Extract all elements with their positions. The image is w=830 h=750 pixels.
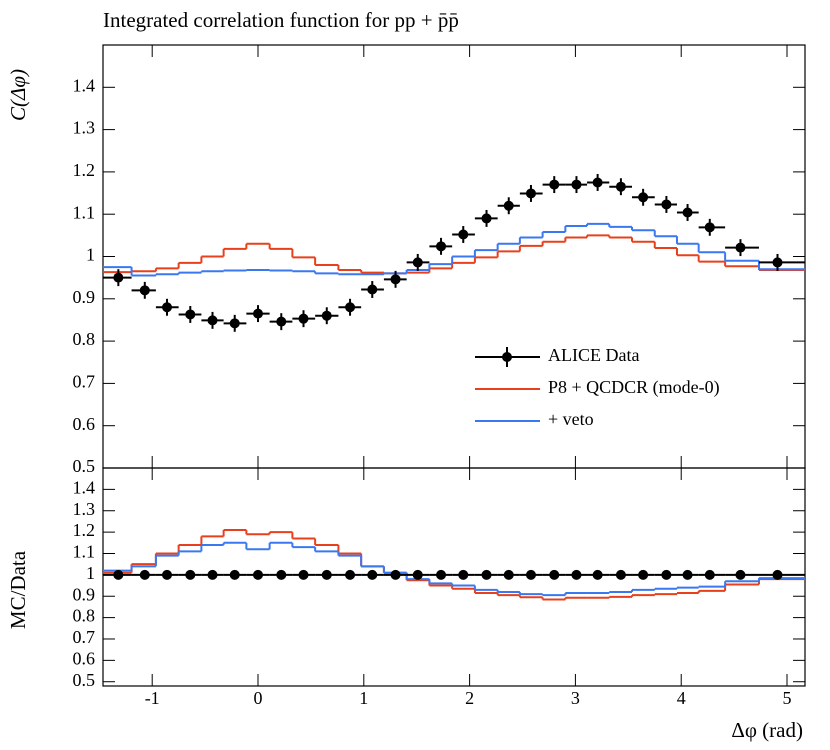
y-tick-label: 1 [86,245,95,265]
data-point [661,569,672,580]
data-point [229,318,240,329]
y-tick-label: 0.6 [73,414,96,434]
data-point [571,569,582,580]
y-tick-label: 1.4 [73,75,96,95]
data-point [704,222,715,233]
data-point [481,213,492,224]
data-point [436,241,447,252]
data-point [481,569,492,580]
data-point [638,569,649,580]
data-point [367,284,378,295]
y-tick-label: 0.7 [73,627,96,647]
ratio-axis-label: MC/Data [6,550,30,629]
data-point [229,569,240,580]
data-point [298,569,309,580]
y-tick-label: 1.2 [73,520,96,540]
data-point [367,569,378,580]
data-point [207,569,218,580]
data-point [458,569,469,580]
data-point [772,257,783,268]
data-point [321,569,332,580]
data-point [162,569,173,580]
data-point [253,308,264,319]
data-point [735,242,746,253]
data-point [390,274,401,285]
x-tick-label: 2 [465,688,474,708]
x-tick-label: 4 [677,688,686,708]
y-tick-label: 1.4 [73,477,96,497]
data-point [298,313,309,324]
data-point [390,569,401,580]
data-point [638,192,649,203]
legend-label: P8 + QCDCR (mode-0) [548,377,720,398]
data-point [139,569,150,580]
x-tick-label: 3 [571,688,580,708]
data-point [661,199,672,210]
data-point [113,569,124,580]
data-point [185,569,196,580]
data-point [276,316,287,327]
data-point [276,569,287,580]
legend-marker [502,352,512,362]
chart-title: Integrated correlation function for pp +… [103,8,459,32]
x-tick-label: 5 [783,688,792,708]
data-point [571,179,582,190]
x-axis-label: Δφ (rad) [731,718,803,742]
data-point [185,309,196,320]
data-point [345,302,356,313]
y-tick-label: 0.7 [73,372,96,392]
y-tick-label: 1 [86,563,95,583]
plot-frame [102,467,806,687]
y-tick-label: 1.2 [73,160,96,180]
data-point [162,302,173,313]
data-point [458,229,469,240]
data-point [253,569,264,580]
data-point [549,179,560,190]
data-point [345,569,356,580]
data-point [615,569,626,580]
y-tick-label: 1.1 [73,542,96,562]
data-point [772,569,783,580]
y-tick-label: 0.8 [73,329,96,349]
data-point [525,569,536,580]
data-point [139,285,150,296]
data-point [592,569,603,580]
data-point [503,569,514,580]
data-point [682,569,693,580]
data-point [704,569,715,580]
legend-label: ALICE Data [548,345,639,365]
data-point [549,569,560,580]
data-point [615,181,626,192]
x-tick-label: -1 [145,688,160,708]
y-tick-label: 1.1 [73,202,96,222]
y-tick-label: 0.9 [73,287,96,307]
y-tick-label: 0.6 [73,648,96,668]
data-point [682,207,693,218]
x-tick-label: 0 [254,688,263,708]
data-point [412,257,423,268]
data-point [735,569,746,580]
y-tick-label: 0.5 [73,456,96,476]
y-tick-label: 1.3 [73,118,96,138]
data-point [592,177,603,188]
y-tick-label: 1.3 [73,499,96,519]
data-point [113,272,124,283]
data-point [525,188,536,199]
data-point [321,310,332,321]
data-point [503,200,514,211]
data-point [436,569,447,580]
data-point [207,315,218,326]
legend-label: + veto [548,409,594,429]
y-axis-label: C(Δφ) [6,69,30,121]
x-tick-label: 1 [359,688,368,708]
y-tick-label: 0.5 [73,670,96,690]
y-tick-label: 0.9 [73,584,96,604]
y-tick-label: 0.8 [73,606,96,626]
data-point [412,569,423,580]
